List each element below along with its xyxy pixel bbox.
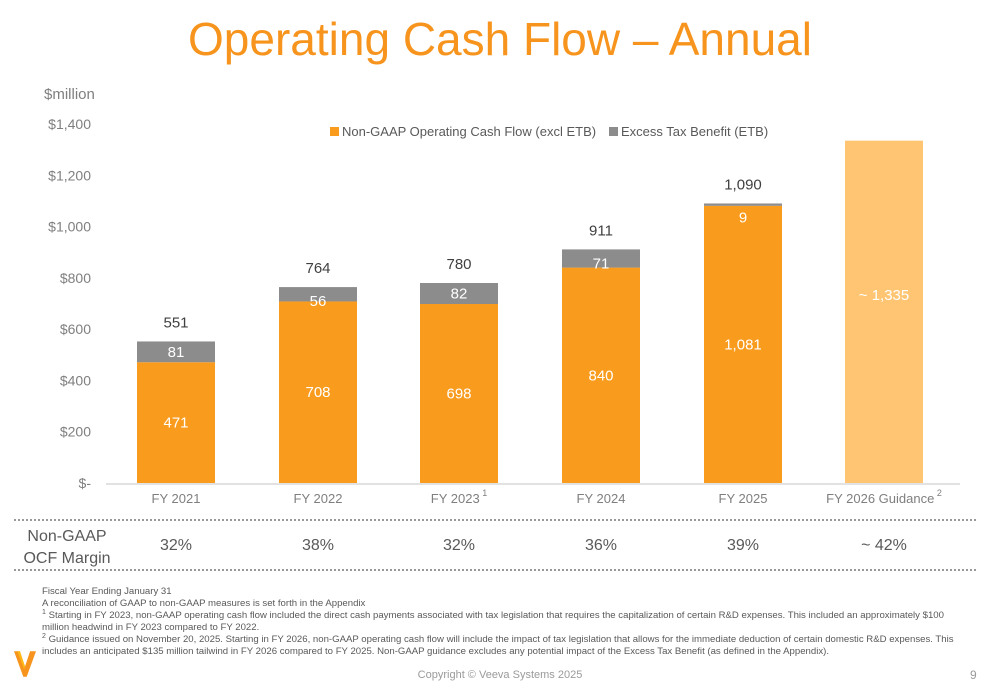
bar-etb — [704, 203, 782, 206]
stacked-bar-chart: $- $200 $400 $600 $800 $1,000 $1,200 $1,400 Non-… — [48, 116, 960, 506]
x-tick-superscript: 2 — [934, 488, 942, 498]
divider-bottom — [14, 569, 976, 571]
note-fiscal-year: Fiscal Year Ending January 31 — [42, 586, 172, 597]
y-tick-label: $600 — [60, 321, 91, 337]
margin-row-label: Non-GAAP OCF Margin — [22, 526, 112, 570]
data-label-etb: 71 — [593, 255, 610, 272]
x-tick-label: FY 2023 1 — [431, 488, 487, 506]
note-1: 1 Starting in FY 2023, non-GAAP operatin… — [42, 608, 972, 634]
bar-etb — [420, 282, 498, 305]
y-tick-label: $800 — [60, 270, 91, 286]
bar-ocf — [562, 267, 640, 483]
x-tick-label: FY 2021 — [152, 491, 201, 506]
margin-value: ~ 42% — [861, 537, 907, 554]
data-label-ocf: 471 — [163, 415, 188, 432]
bar-ocf — [137, 362, 215, 483]
margin-value: 36% — [584, 537, 618, 554]
note-1-mark: 1 — [42, 608, 46, 616]
note-2-cont: $135 million tailwind in FY 2026 compare… — [142, 646, 830, 657]
margin-value: 32% — [442, 537, 476, 554]
margin-label-line2: OCF Margin — [23, 550, 111, 567]
data-label-total: 1,090 — [724, 176, 762, 193]
x-tick-superscript: 1 — [480, 488, 488, 498]
margin-value: 32% — [159, 537, 193, 554]
data-label-ocf: 840 — [588, 367, 613, 384]
footnotes: Fiscal Year Ending January 31 A reconcil… — [42, 586, 972, 658]
margin-value: 38% — [301, 537, 335, 554]
bar-guidance — [845, 140, 923, 484]
veeva-logo-icon — [14, 651, 36, 677]
note-2-mark: 2 — [42, 632, 46, 640]
data-label-ocf: 698 — [446, 386, 471, 403]
x-tick-label: FY 2024 — [577, 491, 626, 506]
page-number: 9 — [970, 668, 977, 682]
legend-swatch-etb — [609, 127, 618, 136]
data-label-total: 551 — [163, 314, 188, 331]
data-label-ocf: 708 — [305, 384, 330, 401]
data-label-total: 764 — [305, 260, 330, 277]
note-reconciliation: A reconciliation of GAAP to non-GAAP mea… — [42, 598, 366, 609]
note-2: 2 Guidance issued on November 20, 2025. … — [42, 632, 972, 658]
legend-label-ocf: Non-GAAP Operating Cash Flow (excl ETB) — [342, 124, 596, 139]
x-tick-label: FY 2026 Guidance 2 — [826, 488, 942, 506]
copyright: Copyright © Veeva Systems 2025 — [417, 669, 583, 681]
page-title: Operating Cash Flow – Annual — [188, 13, 812, 65]
legend-label-etb: Excess Tax Benefit (ETB) — [621, 124, 768, 139]
bar-ocf — [704, 205, 782, 483]
divider-top — [14, 519, 976, 521]
bar-etb — [137, 341, 215, 363]
y-tick-label: $400 — [60, 372, 91, 388]
bar-etb — [279, 287, 357, 302]
margin-value: 39% — [726, 537, 760, 554]
bar-ocf — [279, 301, 357, 483]
legend-swatch-ocf — [330, 127, 339, 136]
y-tick-label: $1,000 — [48, 219, 91, 235]
x-tick-label: FY 2022 — [294, 491, 343, 506]
data-label-etb: 56 — [310, 293, 327, 310]
note-1-text: Starting in FY 2023, non-GAAP operating … — [42, 610, 944, 633]
data-label-etb: 9 — [739, 209, 747, 226]
y-tick-label: $200 — [60, 424, 91, 440]
data-label-total: 780 — [446, 256, 471, 273]
note-2-text: Guidance issued on November 20, 2025. St… — [42, 634, 954, 657]
y-tick-label: $1,400 — [48, 116, 91, 132]
data-label-ocf: 1,081 — [724, 336, 762, 353]
margin-label-line1: Non-GAAP — [27, 528, 107, 545]
data-label-etb: 81 — [168, 344, 185, 361]
bar-ocf — [420, 304, 498, 483]
y-tick-label: $- — [79, 475, 92, 491]
unit-label: $million — [44, 86, 95, 103]
bar-etb — [562, 249, 640, 268]
y-tick-label: $1,200 — [48, 167, 91, 183]
data-label-guidance: ~ 1,335 — [859, 287, 909, 304]
x-tick-label: FY 2025 — [719, 491, 768, 506]
note-1-cont: compared to FY 2022. — [164, 622, 260, 633]
data-label-total: 911 — [589, 222, 613, 239]
data-label-etb: 82 — [451, 285, 468, 302]
